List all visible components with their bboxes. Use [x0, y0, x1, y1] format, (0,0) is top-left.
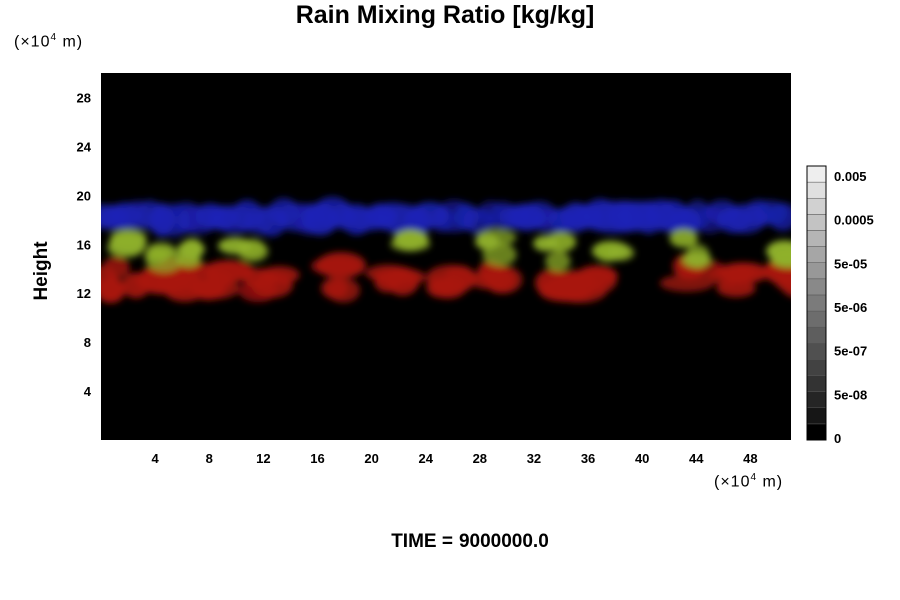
- x-tick-label: 36: [581, 451, 595, 466]
- rain-cell-red: [729, 263, 755, 283]
- rain-cell-red: [326, 277, 361, 303]
- colorbar-label: 5e-06: [834, 300, 867, 315]
- colorbar-swatch: [806, 165, 827, 183]
- colorbar-swatch: [806, 423, 827, 441]
- rain-cell-red: [316, 252, 366, 279]
- rain-cell-green: [669, 228, 698, 248]
- colorbar-swatch: [806, 310, 827, 328]
- rain-cell-red: [659, 274, 714, 292]
- rain-cell-red: [373, 268, 426, 287]
- y-tick-label: 16: [77, 237, 91, 252]
- y-tick-label: 28: [77, 90, 91, 105]
- rain-cell-green: [475, 233, 500, 250]
- colorbar-swatch: [806, 375, 827, 392]
- y-tick-label: 20: [77, 188, 91, 203]
- rain-cell-green: [681, 251, 712, 268]
- colorbar-frame: [806, 165, 827, 441]
- colorbar-swatch: [806, 230, 827, 247]
- time-label: TIME =: [391, 531, 453, 552]
- colorbar-swatch: [806, 246, 827, 263]
- colorbar-label: 0: [834, 431, 841, 446]
- rain-cell-green: [545, 250, 571, 272]
- rain-cell-green: [594, 241, 622, 262]
- x-axis-unit: (×104 m): [714, 472, 784, 491]
- colorbar-label: 5e-05: [834, 256, 867, 271]
- chart-title: Rain Mixing Ratio [kg/kg]: [295, 1, 595, 29]
- rain-cell-red: [238, 279, 278, 303]
- rain-cell-red: [101, 266, 117, 288]
- colorbar-label: 5e-08: [834, 387, 867, 402]
- rain-cell-green: [144, 247, 169, 264]
- rain-cell-red: [121, 272, 151, 299]
- rain-cell-red: [190, 278, 226, 301]
- rain-cell-green: [109, 232, 147, 255]
- colorbar-swatch: [806, 262, 827, 280]
- x-tick-label: 12: [256, 451, 270, 466]
- colorbar-label: 0.005: [834, 169, 867, 184]
- time-value: 9000000.0: [458, 531, 549, 552]
- colorbar-swatch: [806, 391, 827, 409]
- rain-layer-blob: [768, 202, 791, 232]
- y-tick-label: 4: [84, 384, 92, 399]
- rain-cell-green: [533, 235, 558, 252]
- x-tick-label: 40: [635, 451, 649, 466]
- rain-cell-green: [217, 237, 252, 255]
- rain-cell-green: [770, 250, 791, 268]
- plot-area: [101, 73, 791, 440]
- x-tick-label: 28: [473, 451, 487, 466]
- colorbar-swatch: [806, 197, 827, 215]
- colorbar-label: 5e-07: [834, 344, 867, 359]
- colorbar-swatch: [806, 278, 827, 296]
- colorbar-swatch: [806, 343, 827, 360]
- x-tick-label: 16: [310, 451, 324, 466]
- x-tick-label: 48: [743, 451, 757, 466]
- time-readout: TIME = 9000000.0: [0, 531, 900, 553]
- y-axis-unit: (×104 m): [14, 32, 84, 51]
- rain-cell-red: [202, 260, 255, 283]
- y-axis-label: Height: [31, 241, 52, 301]
- colorbar-label: 0.0005: [834, 213, 874, 228]
- colorbar-swatch: [806, 214, 827, 231]
- colorbar-swatch: [806, 294, 827, 312]
- colorbar-swatch: [806, 407, 827, 425]
- colorbar-swatch: [806, 359, 827, 376]
- x-tick-label: 44: [689, 451, 704, 466]
- x-tick-label: 32: [527, 451, 541, 466]
- x-tick-label: 4: [152, 451, 160, 466]
- x-tick-label: 24: [418, 451, 433, 466]
- x-tick-label: 20: [364, 451, 378, 466]
- colorbar-swatch: [806, 181, 827, 199]
- y-tick-label: 8: [84, 335, 91, 350]
- rain-cell-red: [470, 271, 504, 290]
- rain-cell-red: [553, 278, 608, 304]
- y-tick-label: 12: [77, 286, 91, 301]
- rain-cell-red: [443, 265, 476, 293]
- rain-cell-green: [180, 238, 204, 260]
- colorbar-swatch: [806, 326, 827, 344]
- y-tick-label: 24: [77, 139, 92, 154]
- x-tick-label: 8: [206, 451, 213, 466]
- rain-cell-green: [390, 236, 431, 252]
- rain-cell-red: [716, 279, 756, 298]
- rain-cell-red: [775, 271, 791, 293]
